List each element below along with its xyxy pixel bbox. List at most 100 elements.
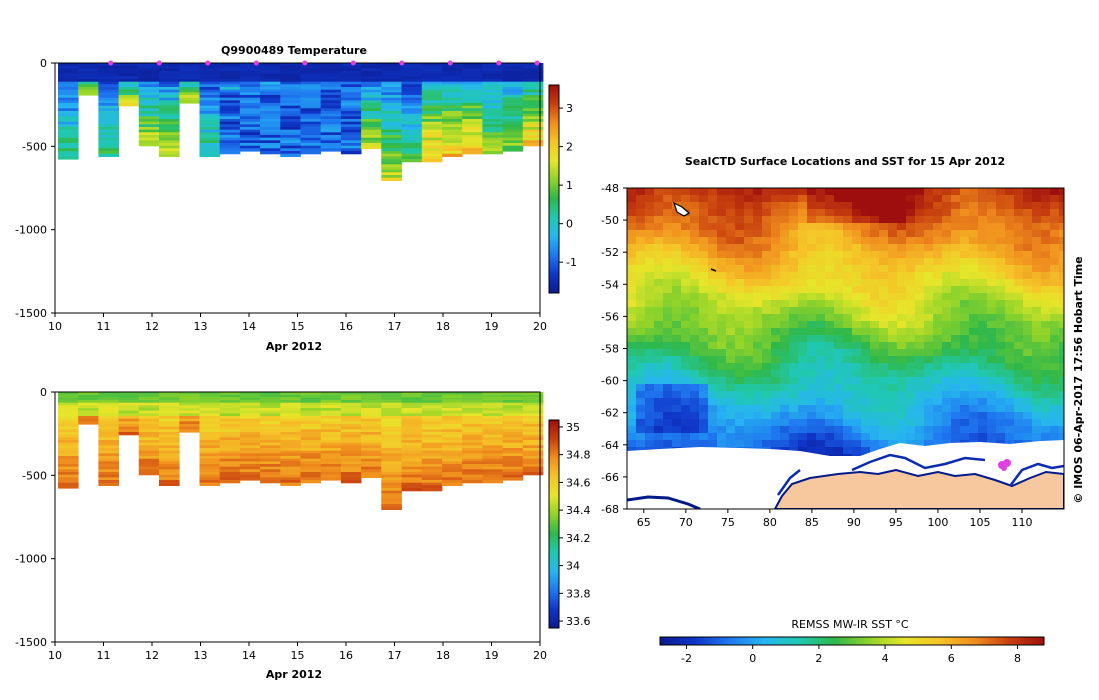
section-cell	[300, 100, 322, 104]
section-cell	[98, 426, 119, 430]
section-cell	[138, 143, 160, 147]
sst-cell	[1014, 328, 1024, 336]
sst-cell	[969, 391, 979, 399]
section-cell	[199, 437, 221, 441]
sst-cell	[1005, 342, 1015, 350]
sst-cell	[906, 384, 916, 392]
sst-cell	[726, 370, 736, 378]
section-cell	[58, 121, 79, 125]
section-cell	[300, 432, 322, 436]
section-cell	[280, 472, 301, 476]
sst-cell	[1050, 223, 1060, 231]
section-cell	[58, 413, 79, 417]
sst-cell	[762, 391, 772, 399]
section-cell	[159, 124, 180, 128]
sst-cell	[771, 188, 781, 196]
sst-cell	[636, 244, 646, 252]
section-cell	[421, 392, 443, 396]
sst-cell	[1023, 314, 1033, 322]
sst-cell	[735, 433, 745, 441]
sst-cell	[789, 370, 799, 378]
sst-cell	[969, 328, 979, 336]
sst-cell	[807, 335, 817, 343]
sst-cell	[960, 188, 970, 196]
sst-cell	[627, 202, 637, 210]
sst-cell	[717, 279, 727, 287]
section-cell	[98, 145, 119, 149]
sst-cell	[825, 279, 835, 287]
section-cell	[78, 392, 99, 396]
section-cell	[280, 95, 301, 99]
section-cell	[300, 103, 322, 107]
sst-cell	[699, 377, 709, 385]
section-cell	[381, 100, 402, 104]
sst-cell	[924, 426, 934, 434]
sst-cell	[852, 398, 862, 406]
sst-cell	[1050, 265, 1060, 273]
sst-cell	[789, 195, 799, 203]
section-cell	[300, 400, 322, 404]
sst-cell	[816, 265, 826, 273]
sst-cell	[987, 342, 997, 350]
section-cell	[462, 445, 483, 449]
sst-cell	[681, 300, 691, 308]
section-cell	[239, 140, 261, 144]
section-cell	[179, 397, 200, 401]
section-cell	[199, 400, 221, 404]
sst-cell	[717, 202, 727, 210]
section-cell	[260, 402, 281, 406]
sst-cell	[681, 237, 691, 245]
sst-cell	[897, 426, 907, 434]
section-cell	[401, 402, 423, 406]
sst-cell	[1059, 419, 1064, 427]
section-cell	[239, 73, 261, 77]
section-cell	[138, 453, 160, 457]
sst-cell	[672, 258, 682, 266]
sst-cell	[735, 321, 745, 329]
sst-cell	[1032, 286, 1042, 294]
sst-cell	[816, 356, 826, 364]
sst-cell	[915, 398, 925, 406]
sst-cell	[816, 202, 826, 210]
sst-cell	[1005, 419, 1015, 427]
sst-cell	[627, 279, 637, 287]
section-cell	[118, 410, 140, 414]
sst-cell	[1005, 272, 1015, 280]
section-cell	[320, 474, 342, 478]
section-cell	[219, 405, 241, 409]
section-cell	[300, 89, 322, 93]
sst-cell	[825, 363, 835, 371]
sst-cell	[681, 251, 691, 259]
sst-cell	[897, 237, 907, 245]
sst-cell	[834, 349, 844, 357]
map-colorbar-label: REMSS MW-IR SST °C	[791, 618, 909, 631]
sst-cell	[798, 370, 808, 378]
section-cell	[361, 84, 382, 88]
section-cell	[442, 65, 463, 69]
section-cell	[179, 402, 200, 406]
section-cell	[502, 410, 524, 414]
section-cell	[98, 105, 119, 109]
sst-cell	[924, 251, 934, 259]
section-cell	[58, 429, 79, 433]
sst-cell	[708, 391, 718, 399]
sst-cell	[771, 426, 781, 434]
sst-cell	[699, 237, 709, 245]
sst-cell	[771, 223, 781, 231]
sst-cell	[834, 398, 844, 406]
sst-cell	[1041, 286, 1051, 294]
section-cell	[138, 416, 160, 420]
section-cell	[482, 148, 503, 152]
section-cell	[502, 434, 524, 438]
sst-cell	[861, 188, 871, 196]
sst-cell	[942, 272, 952, 280]
sst-cell	[987, 279, 997, 287]
sst-cell	[825, 195, 835, 203]
sst-cell	[1032, 195, 1042, 203]
section-cell	[300, 392, 322, 396]
sst-cell	[825, 230, 835, 238]
section-cell	[138, 81, 160, 85]
sst-cell	[951, 251, 961, 259]
section-cell	[179, 97, 200, 101]
